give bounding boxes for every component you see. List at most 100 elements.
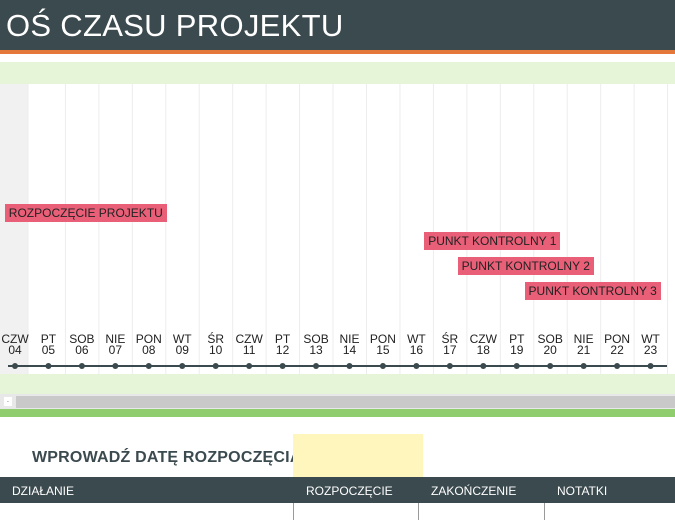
column-header-activity[interactable]: DZIAŁANIE	[12, 484, 75, 498]
day-number: 06	[75, 343, 89, 357]
axis-dot	[145, 363, 152, 369]
axis-dot	[179, 363, 186, 369]
axis-dot	[12, 363, 18, 369]
page-title: OŚ CZASU PROJEKTU	[6, 8, 344, 43]
start-date-input[interactable]	[293, 434, 423, 478]
day-of-week: NIE	[573, 332, 594, 346]
timeline-bottom-band	[0, 374, 675, 394]
axis-dot	[446, 363, 453, 369]
day-number: 16	[409, 343, 424, 357]
day-number: 14	[342, 343, 357, 357]
day-label: NIE 14	[333, 332, 367, 357]
scroll-handle-icon[interactable]: ·	[4, 397, 12, 406]
day-of-week: WT	[641, 332, 660, 346]
day-number: 13	[309, 343, 323, 357]
day-number: 21	[576, 343, 591, 357]
day-label: NIE 07	[98, 332, 132, 357]
day-of-week: NIE	[339, 332, 360, 346]
day-label: PON 15	[366, 332, 400, 357]
day-number: 23	[643, 343, 658, 357]
milestone-label[interactable]: PUNKT KONTROLNY 1	[424, 232, 561, 250]
day-of-week: SOB	[303, 332, 329, 346]
day-label: PON 08	[132, 332, 166, 357]
milestone-label[interactable]: PUNKT KONTROLNY 2	[457, 257, 594, 275]
axis-dot	[580, 363, 587, 369]
day-number: 10	[209, 343, 223, 357]
cell-divider	[544, 503, 545, 520]
day-of-week: PT	[40, 332, 57, 346]
day-label: SOB 20	[533, 332, 567, 357]
day-label: PT 12	[266, 332, 300, 357]
day-label: WT 16	[399, 332, 433, 357]
day-of-week: PON	[604, 332, 631, 346]
day-label: NIE 21	[567, 332, 601, 357]
day-label: CZW 11	[232, 332, 266, 357]
day-of-week: PON	[369, 332, 396, 346]
axis-dot	[313, 363, 320, 369]
day-label: CZW 04	[0, 332, 32, 357]
scroll-track[interactable]	[16, 396, 675, 408]
app-header: OŚ CZASU PROJEKTU	[0, 0, 675, 54]
day-number: 11	[242, 343, 256, 357]
axis-dot	[246, 363, 253, 369]
axis-dot	[379, 363, 386, 369]
day-number: 18	[476, 343, 490, 357]
cell-divider	[293, 503, 294, 520]
day-number: 04	[8, 343, 22, 357]
day-of-week: CZW	[1, 332, 29, 346]
axis-dot	[78, 363, 85, 369]
day-number: 12	[275, 343, 290, 357]
axis-dot	[480, 363, 487, 369]
first-day-shade	[0, 84, 28, 374]
day-label: SOB 13	[299, 332, 333, 357]
day-number: 09	[175, 343, 189, 357]
day-of-week: NIE	[105, 332, 126, 346]
table-row[interactable]	[0, 503, 675, 520]
day-of-week: CZW	[235, 332, 263, 346]
axis-dot	[346, 363, 353, 369]
axis-dot	[45, 363, 52, 369]
day-of-week: SOB	[537, 332, 563, 346]
day-label: ŚR 17	[433, 332, 467, 357]
day-of-week: CZW	[469, 332, 497, 346]
day-label: PT 19	[500, 332, 534, 357]
day-of-week: ŚR	[441, 332, 459, 346]
day-label: CZW 18	[466, 332, 500, 357]
day-of-week: PT	[509, 332, 525, 346]
cell-divider	[418, 503, 419, 520]
axis-dot	[614, 363, 621, 369]
axis-dot	[513, 363, 520, 369]
day-number: 05	[41, 343, 56, 357]
axis-dot	[112, 363, 119, 369]
axis-dot	[413, 363, 420, 369]
timeline-chart: CZW 04 PT 05 SOB 06 NIE 07 PON 08 WT 09 ŚR 10 CZW 11 PT 1…	[0, 84, 675, 374]
table-header: DZIAŁANIE ROZPOCZĘCIE ZAKOŃCZENIE NOTATK…	[0, 477, 675, 503]
day-of-week: WT	[407, 332, 426, 346]
day-of-week: PON	[135, 332, 162, 346]
milestone-label[interactable]: ROZPOCZĘCIE PROJEKTU	[4, 204, 167, 222]
day-label: PON 22	[600, 332, 634, 357]
day-of-week: WT	[172, 332, 192, 346]
horizontal-scrollbar[interactable]: ·	[0, 394, 675, 409]
column-header-start[interactable]: ROZPOCZĘCIE	[306, 484, 393, 498]
day-label: WT 23	[634, 332, 668, 357]
day-number: 19	[510, 343, 524, 357]
day-number: 17	[443, 343, 457, 357]
day-number: 15	[376, 343, 390, 357]
day-label: ŚR 10	[199, 332, 233, 357]
day-of-week: PT	[274, 332, 291, 346]
day-of-week: ŚR	[207, 332, 225, 346]
axis-dot	[547, 363, 554, 369]
column-header-notes[interactable]: NOTATKI	[557, 484, 608, 498]
day-number: 22	[610, 343, 624, 357]
milestone-label[interactable]: PUNKT KONTROLNY 3	[524, 282, 661, 300]
day-of-week: SOB	[69, 332, 95, 346]
day-number: 20	[543, 343, 557, 357]
day-label: WT 09	[165, 332, 199, 357]
timeline-grid	[0, 84, 669, 374]
green-divider	[0, 409, 675, 417]
day-number: 07	[108, 343, 123, 357]
day-number: 08	[142, 343, 156, 357]
day-label: PT 05	[31, 332, 65, 357]
column-header-end[interactable]: ZAKOŃCZENIE	[431, 484, 517, 498]
